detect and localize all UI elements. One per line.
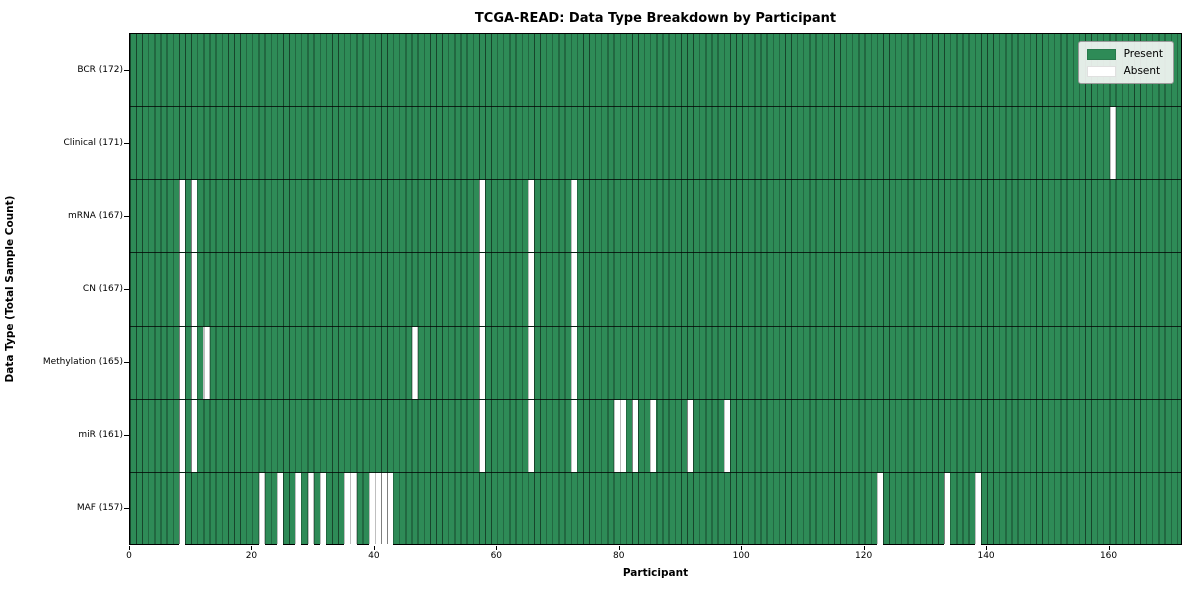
absent-cell — [411, 326, 418, 399]
legend: Present Absent — [1077, 41, 1174, 84]
y-tick-label-mRNA: mRNA (167) — [68, 210, 123, 221]
absent-cell — [258, 472, 265, 546]
legend-swatch-present — [1086, 48, 1116, 60]
absent-cell — [319, 472, 326, 546]
absent-cell — [203, 326, 210, 399]
x-tick-label-160: 160 — [1099, 551, 1118, 561]
absent-cell — [876, 472, 883, 546]
y-tick-mark — [124, 142, 129, 144]
x-tick-label-140: 140 — [977, 551, 995, 561]
x-axis-label: Participant — [622, 567, 689, 579]
x-tick-mark — [251, 546, 253, 550]
heatmap-row-BCR — [130, 34, 1181, 108]
absent-cell — [178, 253, 186, 326]
absent-cell — [178, 326, 186, 399]
absent-cell — [387, 472, 394, 546]
absent-cell — [570, 326, 577, 399]
y-tick-label-CN: CN (167) — [82, 284, 123, 294]
absent-cell — [687, 399, 694, 472]
x-tick-mark — [373, 546, 375, 550]
absent-cell — [178, 472, 186, 546]
absent-cell — [723, 399, 730, 472]
absent-cell — [527, 180, 535, 253]
y-tick-label-Clinical: Clinical (171) — [63, 137, 123, 148]
absent-cell — [478, 399, 486, 472]
heatmap-row-MAF — [130, 472, 1181, 546]
x-tick-mark — [618, 546, 620, 550]
y-tick-label-BCR: BCR (172) — [77, 64, 123, 75]
heatmap-row-CN — [130, 253, 1181, 327]
y-tick-label-Methylation: Methylation (165) — [42, 357, 123, 368]
legend-item-absent: Absent — [1086, 65, 1163, 77]
x-tick-label-120: 120 — [855, 551, 873, 561]
y-tick-mark — [124, 362, 129, 364]
absent-cell — [178, 399, 186, 472]
absent-cell — [191, 253, 198, 326]
heatmap-row-miR — [130, 399, 1181, 473]
absent-cell — [350, 472, 357, 546]
x-tick-label-20: 20 — [245, 551, 258, 561]
absent-cell — [570, 253, 577, 326]
x-tick-mark — [129, 546, 130, 550]
absent-cell — [944, 472, 951, 546]
x-tick-label-60: 60 — [490, 551, 503, 561]
chart-title: TCGA-READ: Data Type Breakdown by Partic… — [474, 11, 837, 26]
absent-cell — [974, 472, 981, 546]
heatmap-row-mRNA — [130, 180, 1181, 254]
absent-cell — [276, 472, 284, 546]
y-tick-mark — [124, 508, 129, 510]
absent-cell — [478, 180, 486, 253]
absent-cell — [570, 399, 577, 472]
absent-cell — [295, 472, 302, 546]
x-tick-label-40: 40 — [368, 551, 380, 561]
legend-item-present: Present — [1086, 48, 1163, 60]
absent-cell — [307, 472, 314, 546]
x-tick-label-0: 0 — [126, 551, 132, 561]
x-tick-mark — [496, 546, 498, 550]
y-tick-mark — [124, 289, 129, 290]
x-tick-mark — [1108, 546, 1110, 550]
heatmap-row-Methylation — [130, 326, 1181, 400]
y-axis-label: Data Type (Total Sample Count) — [4, 195, 16, 383]
absent-cell — [527, 326, 535, 399]
y-tick-label-MAF: MAF (157) — [76, 503, 123, 514]
absent-cell — [527, 399, 535, 472]
absent-cell — [570, 180, 577, 253]
y-tick-mark — [124, 435, 129, 437]
x-tick-mark — [863, 546, 865, 550]
absent-cell — [478, 326, 486, 399]
legend-label: Present — [1123, 48, 1163, 60]
y-tick-label-miR: miR (161) — [78, 430, 123, 441]
legend-swatch-absent — [1086, 65, 1116, 77]
absent-cell — [191, 399, 198, 472]
absent-cell — [191, 326, 198, 399]
absent-cell — [632, 399, 639, 472]
absent-cell — [619, 399, 626, 472]
absent-cell — [650, 399, 657, 472]
absent-cell — [527, 253, 535, 326]
absent-cell — [178, 180, 186, 253]
y-tick-mark — [124, 215, 129, 217]
x-tick-label-80: 80 — [613, 551, 625, 561]
legend-label: Absent — [1123, 65, 1161, 77]
absent-cell — [1109, 107, 1116, 180]
heatmap-row-Clinical — [130, 107, 1181, 181]
absent-cell — [478, 253, 486, 326]
y-tick-mark — [124, 69, 129, 71]
x-tick-label-100: 100 — [732, 551, 750, 561]
x-tick-mark — [986, 546, 988, 550]
absent-cell — [191, 180, 198, 253]
heatmap-grid — [130, 34, 1181, 546]
x-tick-mark — [741, 546, 743, 550]
plot-area: Present Absent — [129, 33, 1182, 546]
